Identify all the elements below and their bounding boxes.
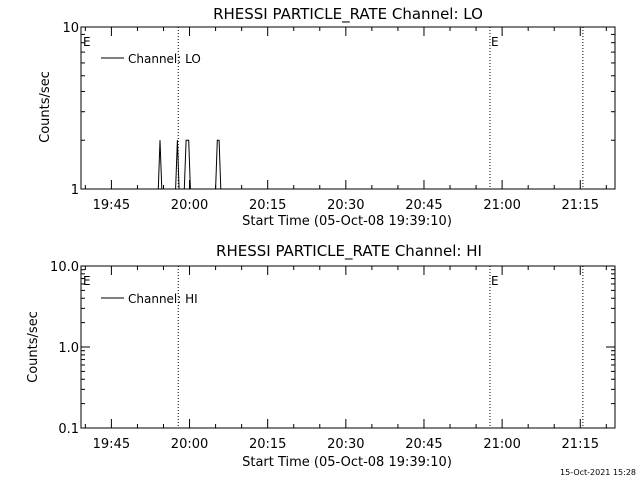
hi-x-ticks: 19:45 20:00 20:15 20:30 20:45 21:00 21:15 — [84, 266, 607, 452]
x-tick-label: 21:15 — [562, 437, 599, 452]
x-tick-label: 20:45 — [405, 198, 442, 213]
x-tick-label: 20:00 — [171, 198, 208, 213]
hi-y-ticks: 0.1 1.0 10.0 — [50, 260, 615, 437]
hi-x-axis-label: Start Time (05-Oct-08 19:39:10) — [242, 455, 452, 470]
hi-channel-panel: RHESSI PARTICLE_RATE Channel: HI Counts/… — [26, 242, 616, 470]
series-line — [81, 139, 615, 190]
lo-legend: Channel: LO — [101, 52, 201, 66]
x-tick-label: 20:45 — [405, 437, 442, 452]
lo-y-ticks: 1 10 — [62, 21, 615, 198]
hi-plot-frame — [80, 265, 616, 429]
lo-series-group — [81, 139, 615, 190]
x-tick-label: 21:00 — [483, 437, 520, 452]
lo-y-axis-label: Counts/sec — [38, 71, 53, 143]
y-tick-label: 10 — [62, 21, 79, 36]
x-tick-label: 20:00 — [171, 437, 208, 452]
y-tick-label: 1 — [71, 183, 79, 198]
lo-x-axis-label: Start Time (05-Oct-08 19:39:10) — [242, 214, 452, 229]
y-tick-label: 0.1 — [58, 422, 79, 437]
x-tick-label: 21:15 — [562, 198, 599, 213]
hi-legend-label: Channel: HI — [128, 292, 198, 306]
x-tick-label: 20:30 — [327, 198, 364, 213]
event-marker-label: E — [83, 35, 91, 49]
x-tick-label: 20:15 — [249, 198, 286, 213]
x-tick-label: 20:15 — [249, 437, 286, 452]
event-marker-label: E — [83, 274, 91, 288]
x-tick-label: 21:00 — [483, 198, 520, 213]
lo-chart-title: RHESSI PARTICLE_RATE Channel: LO — [213, 5, 483, 24]
y-tick-label: 10.0 — [50, 260, 79, 275]
hi-y-axis-label: Counts/sec — [26, 311, 41, 383]
hi-chart-title: RHESSI PARTICLE_RATE Channel: HI — [216, 242, 482, 261]
event-marker-label: E — [491, 35, 499, 49]
footer-timestamp: 15-Oct-2021 15:28 — [560, 468, 636, 477]
lo-x-ticks: 19:45 20:00 20:15 20:30 20:45 21:00 21:15 — [84, 27, 607, 213]
event-marker-label: E — [491, 274, 499, 288]
x-tick-label: 19:45 — [93, 198, 130, 213]
hi-legend: Channel: HI — [101, 292, 198, 306]
x-tick-label: 20:30 — [327, 437, 364, 452]
x-tick-label: 19:45 — [93, 437, 130, 452]
y-tick-label: 1.0 — [58, 341, 79, 356]
lo-legend-label: Channel: LO — [128, 52, 201, 66]
lo-channel-panel: RHESSI PARTICLE_RATE Channel: LO Counts/… — [38, 5, 616, 229]
